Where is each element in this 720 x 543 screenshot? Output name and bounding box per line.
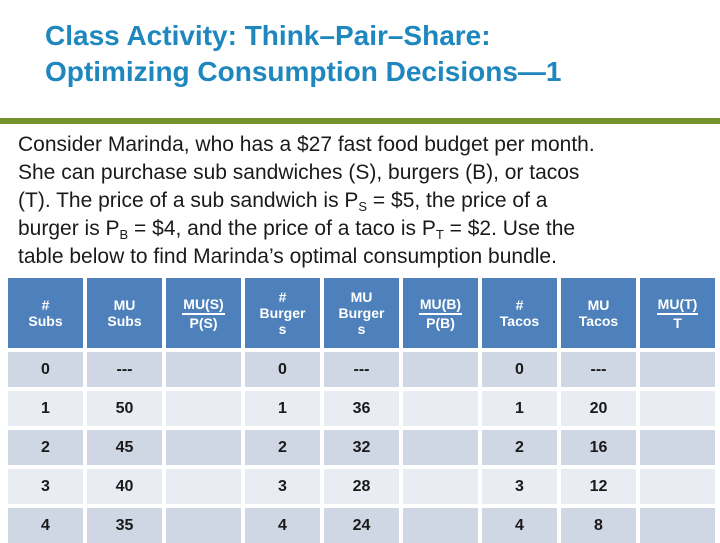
table-cell: 3 <box>482 469 557 504</box>
table-cell <box>640 469 715 504</box>
table-header-top: # <box>41 297 50 313</box>
table-cell: 36 <box>324 391 399 426</box>
consumption-table: # Subs MU Subs MU(S) P(S) # Burgers MU Burgers MU(… <box>8 278 715 543</box>
table-cell: 45 <box>87 430 162 465</box>
table-cell <box>403 508 478 543</box>
price-subscript: T <box>435 227 444 242</box>
table-cell <box>403 469 478 504</box>
slide-title-line-1: Class Activity: Think–Pair–Share: <box>45 20 491 51</box>
paragraph-text: table below to find Marinda’s optimal co… <box>18 245 557 268</box>
table-cell <box>166 508 241 543</box>
table-cell: 12 <box>561 469 636 504</box>
paragraph-line: table below to find Marinda’s optimal co… <box>18 243 713 271</box>
table-cell: --- <box>561 352 636 387</box>
table-header-cell: MU(T) T <box>640 278 715 348</box>
table-cell: 2 <box>482 430 557 465</box>
table-cell: --- <box>87 352 162 387</box>
table-cell: --- <box>324 352 399 387</box>
table-header-top: MU(B) <box>418 296 463 315</box>
price-subscript: B <box>119 227 129 242</box>
paragraph-line: Consider Marinda, who has a $27 fast foo… <box>18 131 713 159</box>
table-header-bottom: P(S) <box>189 314 218 331</box>
table-cell: 4 <box>482 508 557 543</box>
table-cell: 50 <box>87 391 162 426</box>
paragraph-text: She can purchase sub sandwiches (S), bur… <box>18 161 580 184</box>
table-header-bottom: Burgers <box>338 305 385 337</box>
table-header-top: MU(T) <box>656 296 699 315</box>
price-subscript: S <box>358 199 368 214</box>
table-header-bottom: Tacos <box>499 313 540 329</box>
table-header-top: MU <box>113 297 136 313</box>
table-cell: 3 <box>245 469 320 504</box>
table-cell: 1 <box>482 391 557 426</box>
paragraph-text: burger is P <box>18 217 120 240</box>
table-cell <box>640 430 715 465</box>
table-header-top: MU <box>350 289 373 305</box>
table-header-cell: MU(S) P(S) <box>166 278 241 348</box>
table-cell: 16 <box>561 430 636 465</box>
table-cell: 1 <box>8 391 83 426</box>
table-header-cell: # Burgers <box>245 278 320 348</box>
table-header-cell: # Tacos <box>482 278 557 348</box>
table-cell <box>166 430 241 465</box>
table-header-bottom: Subs <box>107 313 142 329</box>
table-header-bottom: Subs <box>28 313 63 329</box>
table-cell <box>166 352 241 387</box>
paragraph-text: = $2. Use the <box>443 217 576 240</box>
table-header-top: # <box>278 289 287 305</box>
table-cell <box>640 508 715 543</box>
table-cell: 2 <box>245 430 320 465</box>
paragraph-text: = $4, and the price of a taco is P <box>128 217 436 240</box>
table-header-cell: MU(B) P(B) <box>403 278 478 348</box>
paragraph-text: = $5, the price of a <box>367 189 548 212</box>
body-paragraph: Consider Marinda, who has a $27 fast foo… <box>18 131 713 271</box>
table-cell <box>640 391 715 426</box>
table-cell <box>640 352 715 387</box>
table-cell: 3 <box>8 469 83 504</box>
table-cell: 32 <box>324 430 399 465</box>
table-header-bottom: T <box>673 314 682 331</box>
table-cell <box>403 391 478 426</box>
table-header-cell: # Subs <box>8 278 83 348</box>
paragraph-text: Consider Marinda, who has a $27 fast foo… <box>18 133 595 156</box>
table-cell: 40 <box>87 469 162 504</box>
table-cell <box>403 352 478 387</box>
table-header-cell: MU Subs <box>87 278 162 348</box>
table-cell: 0 <box>8 352 83 387</box>
table-header-bottom: P(B) <box>426 314 455 331</box>
paragraph-text: (T). The price of a sub sandwich is P <box>18 189 359 212</box>
table-cell: 28 <box>324 469 399 504</box>
slide-title: Class Activity: Think–Pair–Share: Optimi… <box>45 18 705 90</box>
table-header-top: # <box>515 297 524 313</box>
table-header-cell: MU Tacos <box>561 278 636 348</box>
table-cell: 20 <box>561 391 636 426</box>
table-cell: 24 <box>324 508 399 543</box>
table-cell: 8 <box>561 508 636 543</box>
table-header-top: MU(S) <box>182 296 225 315</box>
table-cell: 4 <box>245 508 320 543</box>
table-cell: 2 <box>8 430 83 465</box>
table-header-bottom: Burgers <box>259 305 306 337</box>
table-cell <box>166 469 241 504</box>
paragraph-line: (T). The price of a sub sandwich is PS =… <box>18 187 713 215</box>
table-header-cell: MU Burgers <box>324 278 399 348</box>
table-cell: 0 <box>482 352 557 387</box>
paragraph-line: burger is PB = $4, and the price of a ta… <box>18 215 713 243</box>
title-divider <box>0 118 720 124</box>
slide-title-line-2: Optimizing Consumption Decisions—1 <box>45 56 562 87</box>
table-cell <box>166 391 241 426</box>
paragraph-line: She can purchase sub sandwiches (S), bur… <box>18 159 713 187</box>
table-cell: 0 <box>245 352 320 387</box>
table-cell: 35 <box>87 508 162 543</box>
table-header-top: MU <box>587 297 610 313</box>
table-header-bottom: Tacos <box>578 313 619 329</box>
table-cell: 4 <box>8 508 83 543</box>
table-cell: 1 <box>245 391 320 426</box>
table-cell <box>403 430 478 465</box>
